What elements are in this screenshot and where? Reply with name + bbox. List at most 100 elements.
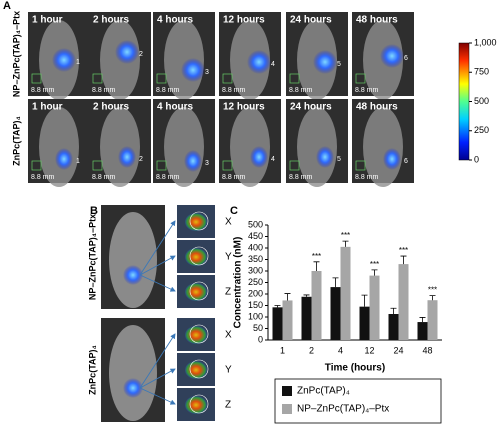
bar	[311, 271, 322, 340]
row-label: ZnPc(TAP)₄	[11, 116, 21, 166]
time-label: 4 hours	[157, 15, 194, 26]
signal	[184, 150, 202, 172]
significance: ***	[341, 231, 350, 240]
arrow	[139, 387, 176, 405]
legend-swatch	[282, 386, 292, 396]
bar	[388, 314, 399, 340]
panel-label: C	[230, 205, 238, 217]
time-label: 12 hours	[223, 102, 265, 113]
time-label: 1 hour	[32, 102, 63, 113]
colorbar-label: 500	[474, 96, 489, 106]
colorbar	[458, 42, 470, 161]
row-label: NP–ZnPc(TAP)₄–Ptx	[87, 214, 97, 300]
view-label: Y	[225, 252, 232, 263]
error-bar	[361, 294, 368, 307]
time-label: 12 hours	[223, 15, 265, 26]
error-bar	[429, 295, 436, 301]
region-number: 3	[205, 69, 209, 76]
crosshair	[189, 246, 209, 266]
time-label: 1 hour	[32, 15, 63, 26]
region-number: 2	[139, 51, 143, 58]
view-label: X	[225, 217, 232, 228]
signal	[52, 48, 76, 72]
y-tick-label: 400	[248, 242, 263, 252]
scale-label: 8.8 mm	[92, 87, 116, 94]
time-label: 24 hours	[290, 15, 332, 26]
region-number: 5	[337, 156, 341, 163]
bar	[359, 306, 370, 340]
scale-label: 8.8 mm	[31, 87, 55, 94]
view-label: Y	[225, 365, 232, 376]
x-tick-label: 1	[280, 345, 285, 355]
region-number: 4	[271, 61, 275, 68]
x-tick-label: 12	[364, 345, 374, 355]
scale-label: 8.8 mm	[156, 174, 180, 181]
colorbar-label: 250	[474, 125, 489, 135]
arrow	[139, 274, 176, 292]
error-bar	[371, 269, 378, 276]
bar	[427, 300, 438, 340]
row-label: NP–ZnPc(TAP)₄–Ptx	[11, 11, 21, 97]
scale-label: 8.8 mm	[355, 87, 379, 94]
time-label: 4 hours	[157, 102, 194, 113]
legend	[274, 378, 442, 424]
legend-label: NP–ZnPc(TAP)₄–Ptx	[297, 404, 389, 415]
crosshair	[189, 359, 209, 379]
error-bar	[274, 305, 281, 308]
scale-cube	[289, 73, 300, 84]
bar	[369, 275, 380, 340]
time-label: 2 hours	[93, 15, 130, 26]
row-label: ZnPc(TAP)₄	[87, 345, 97, 395]
region-number: 1	[76, 158, 80, 165]
signal	[185, 213, 207, 231]
signal	[55, 148, 73, 170]
signal	[118, 146, 136, 168]
region-number: 6	[404, 158, 408, 165]
x-axis-label: Time (hours)	[325, 363, 385, 374]
legend-label: ZnPc(TAP)₄	[297, 386, 350, 397]
scale-label: 8.8 mm	[355, 174, 379, 181]
arrow	[139, 368, 176, 389]
panel-label: A	[3, 0, 11, 12]
scale-cube	[289, 160, 300, 171]
y-tick-label: 300	[248, 265, 263, 275]
signal	[185, 361, 207, 379]
view-label: Z	[225, 400, 231, 411]
bar	[398, 264, 409, 340]
signal	[123, 265, 143, 285]
scale-cube	[31, 160, 42, 171]
signal	[247, 50, 271, 74]
error-bar	[313, 261, 320, 271]
colorbar-label: 750	[474, 67, 489, 77]
signal	[115, 40, 139, 64]
region-number: 2	[139, 156, 143, 163]
signal	[123, 378, 143, 398]
crosshair	[189, 394, 209, 414]
region-number: 5	[337, 61, 341, 68]
error-bar	[332, 277, 339, 288]
signal	[181, 58, 205, 82]
significance: ***	[312, 252, 321, 261]
scale-cube	[222, 73, 233, 84]
scale-cube	[92, 160, 103, 171]
colorbar-label: 0	[474, 154, 479, 164]
significance: ***	[370, 260, 379, 269]
view-label: X	[225, 330, 232, 341]
region-number: 1	[76, 59, 80, 66]
y-tick-label: 150	[248, 300, 263, 310]
colorbar-label: 1,000	[474, 37, 497, 47]
time-label: 48 hours	[356, 15, 398, 26]
signal	[185, 283, 207, 301]
time-label: 2 hours	[93, 102, 130, 113]
bar	[272, 307, 283, 340]
error-bar	[303, 294, 310, 297]
y-tick-label: 500	[248, 219, 263, 229]
y-axis-label: Concentration (nM)	[233, 237, 244, 329]
error-bar	[390, 307, 397, 315]
arrow	[139, 220, 176, 276]
bar	[301, 296, 312, 340]
mouse	[109, 325, 157, 421]
signal	[250, 146, 268, 168]
signal	[313, 50, 337, 74]
